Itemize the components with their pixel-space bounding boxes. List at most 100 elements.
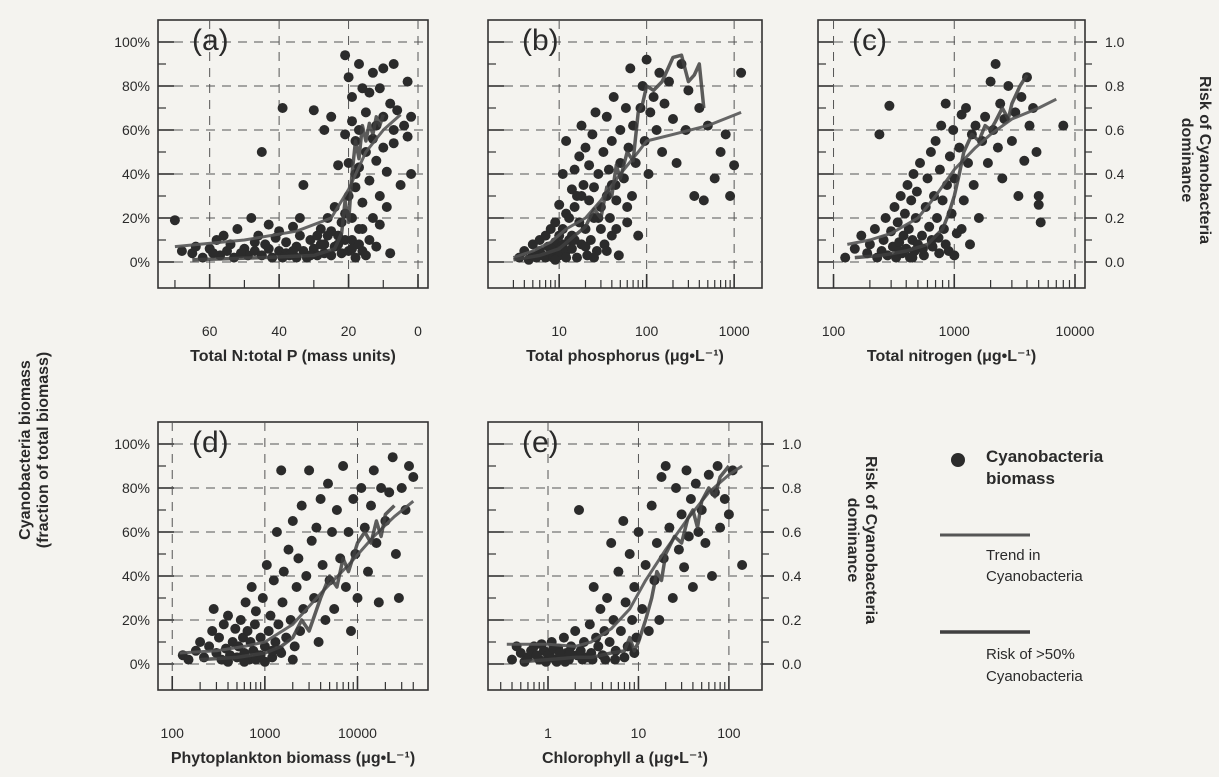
data-point: [936, 120, 947, 131]
left-axis-title-line2: (fraction of total biomass): [35, 352, 52, 548]
data-point: [956, 224, 967, 234]
data-point: [588, 582, 599, 592]
data-point: [288, 246, 298, 256]
data-point: [388, 138, 399, 149]
x-tick-label: 100: [822, 323, 846, 339]
data-point: [584, 160, 595, 171]
data-point: [623, 142, 634, 153]
data-point: [287, 516, 298, 526]
data-point: [906, 195, 917, 206]
data-point: [613, 566, 624, 577]
panel-label: (c): [852, 24, 887, 57]
data-point: [620, 103, 631, 113]
x-axis-title: Total nitrogen (μg•L⁻¹): [867, 348, 1036, 365]
data-point: [679, 562, 690, 573]
data-point: [404, 461, 414, 471]
data-point: [371, 155, 382, 166]
data-point: [624, 549, 635, 559]
data-point: [306, 535, 317, 546]
data-point: [304, 465, 315, 476]
data-point: [271, 527, 282, 537]
data-point: [902, 180, 913, 190]
data-point: [298, 180, 309, 190]
legend-item-3-line1: Risk of >50%: [986, 646, 1075, 663]
right-axis-title-top-line1: Risk of Cyanobacteria: [1196, 76, 1213, 244]
data-point: [600, 654, 611, 665]
right-axis-title-bottom-line1: Risk of Cyanobacteria: [862, 456, 879, 624]
data-point: [720, 129, 731, 140]
data-point: [402, 131, 413, 142]
data-point: [709, 173, 720, 184]
data-point: [347, 92, 357, 102]
data-point: [729, 160, 740, 171]
data-point: [598, 147, 609, 157]
data-point: [395, 180, 406, 190]
data-point: [924, 221, 935, 232]
data-point: [908, 169, 919, 179]
legend-item-3-line2: Cyanobacteria: [986, 668, 1083, 685]
x-tick-label: 0: [414, 323, 422, 339]
data-point: [283, 544, 294, 555]
data-point: [606, 136, 617, 146]
data-point: [574, 505, 584, 515]
right-tick-label: 1.0: [1105, 34, 1125, 50]
data-point: [618, 516, 629, 526]
data-point: [408, 472, 419, 482]
data-point: [725, 191, 736, 201]
data-point: [277, 103, 288, 113]
data-point: [606, 538, 617, 548]
data-point: [256, 147, 267, 157]
panel-b: 10 100 1000 Total phosphorus (μg•L⁻¹) (b): [487, 19, 763, 365]
data-point: [333, 160, 344, 171]
data-point: [350, 252, 361, 263]
data-point: [363, 566, 373, 577]
data-point: [622, 202, 633, 212]
data-point: [311, 522, 322, 533]
data-point: [637, 604, 648, 614]
data-point: [958, 195, 969, 206]
data-point: [315, 494, 326, 504]
legend-item-2-line1: Trend in: [986, 547, 1040, 564]
data-point: [347, 116, 357, 127]
data-point: [364, 175, 375, 186]
data-point: [668, 114, 678, 124]
data-point: [246, 213, 257, 223]
data-point: [676, 509, 687, 520]
plot-frame: [817, 19, 1086, 289]
right-axis-title-top-line2: dominance: [1178, 118, 1195, 203]
data-point: [293, 553, 304, 564]
data-point: [660, 461, 671, 471]
data-point: [218, 230, 229, 241]
data-point: [323, 478, 333, 489]
x-tick-label: 10: [631, 725, 647, 741]
data-point: [589, 182, 599, 193]
data-point: [985, 76, 996, 87]
data-point: [273, 619, 284, 630]
data-point: [940, 239, 951, 250]
data-point: [331, 505, 342, 515]
data-point: [911, 186, 922, 197]
data-point: [643, 626, 654, 636]
right-tick-label: 0.6: [782, 524, 802, 540]
data-point: [683, 85, 694, 96]
data-point: [373, 597, 384, 608]
data-point: [312, 230, 323, 241]
data-point: [360, 107, 371, 118]
risk-line: [854, 74, 1029, 260]
data-point: [601, 246, 612, 256]
data-point: [309, 593, 320, 603]
data-point: [554, 648, 565, 658]
x-tick-label: 100: [635, 323, 659, 339]
data-point: [406, 169, 417, 179]
data-point: [869, 224, 880, 234]
trend-line: [174, 113, 402, 249]
data-point: [319, 239, 330, 250]
data-point: [907, 252, 918, 263]
data-point: [359, 522, 370, 533]
data-point: [566, 243, 577, 254]
data-point: [214, 632, 224, 643]
data-point: [937, 195, 948, 206]
data-point: [347, 243, 357, 254]
data-point: [235, 248, 246, 259]
